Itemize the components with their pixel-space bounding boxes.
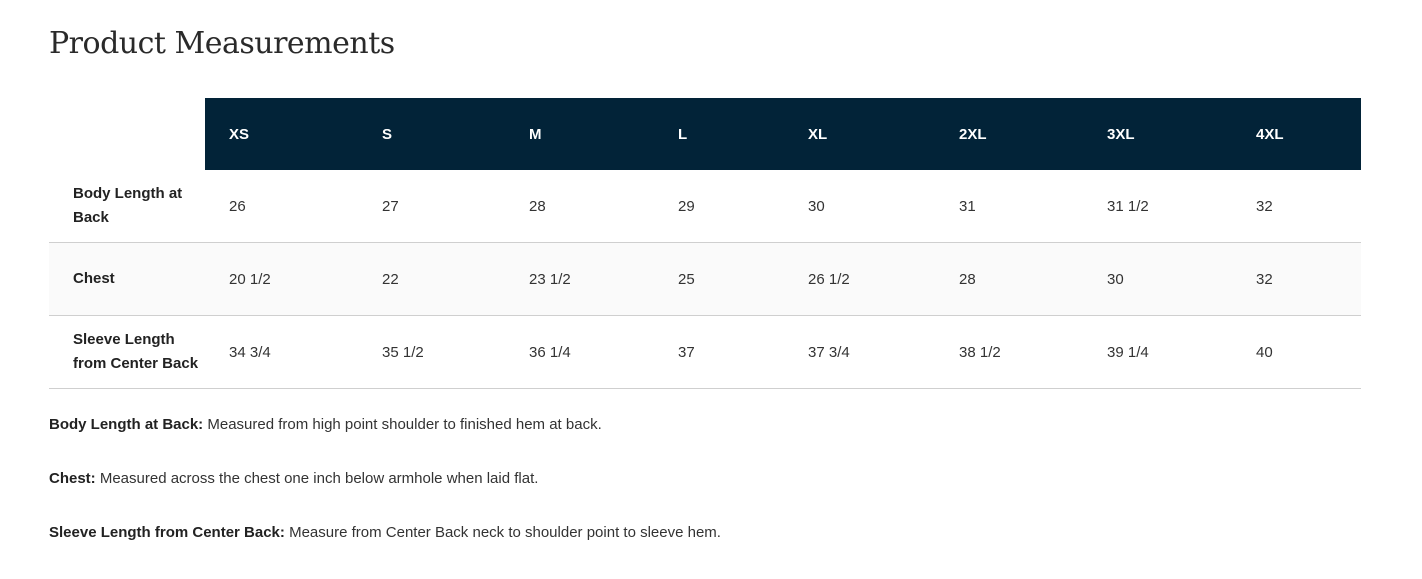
row-label: Chest <box>49 242 205 316</box>
measurement-cell: 26 1/2 <box>784 242 935 316</box>
measurement-cell: 23 1/2 <box>505 242 654 316</box>
measurement-cell: 25 <box>654 242 784 316</box>
note-text: Measured across the chest one inch below… <box>95 470 539 487</box>
header-blank <box>49 98 205 170</box>
measurement-cell: 37 3/4 <box>784 315 935 389</box>
measurement-cell: 27 <box>358 170 505 243</box>
measurement-cell: 29 <box>654 170 784 243</box>
measurement-cell: 35 1/2 <box>358 315 505 389</box>
table-row: Chest 20 1/2 22 23 1/2 25 26 1/2 28 30 32 <box>49 242 1361 316</box>
size-header: 4XL <box>1232 98 1361 170</box>
note-text: Measure from Center Back neck to shoulde… <box>284 524 721 541</box>
note-term: Sleeve Length from Center Back: <box>49 524 285 541</box>
page-title: Product Measurements <box>49 26 395 61</box>
measurement-cell: 31 1/2 <box>1083 170 1232 243</box>
measurement-cell: 37 <box>654 315 784 389</box>
measurement-cell: 32 <box>1232 242 1361 316</box>
note-body-length: Body Length at Back: Measured from high … <box>49 416 602 433</box>
measurement-cell: 22 <box>358 242 505 316</box>
size-header: 2XL <box>935 98 1083 170</box>
measurement-cell: 26 <box>205 170 358 243</box>
measurement-cell: 40 <box>1232 315 1361 389</box>
row-label: Body Length at Back <box>49 170 205 243</box>
note-text: Measured from high point shoulder to fin… <box>203 416 602 433</box>
size-header: XS <box>205 98 358 170</box>
note-term: Body Length at Back: <box>49 416 204 433</box>
measurement-cell: 30 <box>784 170 935 243</box>
measurement-cell: 28 <box>935 242 1083 316</box>
size-header: L <box>654 98 784 170</box>
measurement-cell: 20 1/2 <box>205 242 358 316</box>
size-header: 3XL <box>1083 98 1232 170</box>
measurement-cell: 28 <box>505 170 654 243</box>
row-label: Sleeve Length from Center Back <box>49 315 205 389</box>
measurement-cell: 34 3/4 <box>205 315 358 389</box>
measurement-cell: 36 1/4 <box>505 315 654 389</box>
size-header-row: XS S M L XL 2XL 3XL 4XL <box>49 98 1361 170</box>
size-header: S <box>358 98 505 170</box>
note-term: Chest: <box>49 470 96 487</box>
table-row: Sleeve Length from Center Back 34 3/4 35 1… <box>49 315 1361 389</box>
measurements-table: XS S M L XL 2XL 3XL 4XL Body Length at B… <box>49 98 1361 389</box>
measurement-cell: 38 1/2 <box>935 315 1083 389</box>
table-row: Body Length at Back 26 27 28 29 30 31 31 1/2 32 <box>49 170 1361 243</box>
size-header: XL <box>784 98 935 170</box>
note-chest: Chest: Measured across the chest one inc… <box>49 470 538 487</box>
size-header: M <box>505 98 654 170</box>
measurement-cell: 31 <box>935 170 1083 243</box>
measurement-cell: 32 <box>1232 170 1361 243</box>
note-sleeve-length: Sleeve Length from Center Back: Measure … <box>49 524 721 541</box>
measurement-cell: 39 1/4 <box>1083 315 1232 389</box>
measurement-cell: 30 <box>1083 242 1232 316</box>
